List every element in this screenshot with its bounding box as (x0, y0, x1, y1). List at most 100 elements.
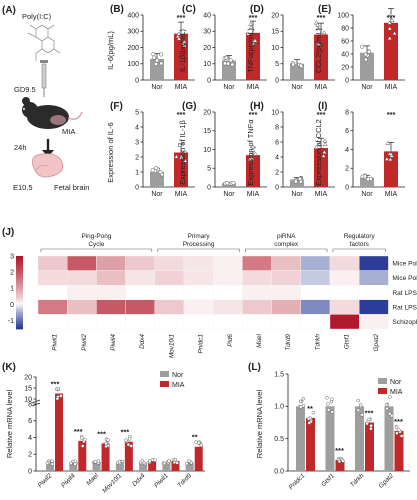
colorbar-segment (16, 307, 23, 310)
heatmap-cell (242, 299, 272, 315)
y-tick-label: 20 (203, 109, 211, 116)
data-point (153, 458, 157, 462)
data-point (167, 459, 171, 463)
data-point (313, 144, 319, 149)
bar-mia (171, 460, 180, 471)
y-tick-label: 0 (345, 184, 349, 191)
panel-b-chart: (B) 0 100 200 300 400 IL-6(pg/mL) Nor MIA *** (106, 4, 195, 91)
bar-nor (296, 406, 305, 471)
bar-mia (365, 422, 374, 471)
data-point (173, 154, 179, 159)
colorbar-segment (16, 294, 23, 298)
y-axis-label: CCL2(pg/mL) (314, 27, 323, 73)
colorbar-segment (16, 258, 23, 262)
group-bracket (245, 248, 328, 252)
x-tick-label: Mov10l1 (101, 472, 123, 494)
data-point (250, 147, 256, 152)
y-tick-label: 0 (135, 77, 139, 84)
x-tick-label: Nor (223, 84, 235, 91)
y-tick-label: 0 (275, 184, 279, 191)
heatmap-cell (359, 270, 389, 286)
data-point (83, 437, 87, 442)
heatmap-cell (96, 285, 126, 301)
x-tick-label: Pnldc1 (288, 472, 307, 491)
data-point (388, 12, 394, 17)
heatmap-cell (154, 270, 185, 286)
data-point (80, 436, 84, 440)
heatmap-cell (300, 255, 331, 271)
bar-nor (46, 462, 54, 471)
heatmap-cell (271, 270, 302, 286)
y-tick-label: 0 (207, 184, 211, 191)
heatmap-cell (125, 285, 155, 301)
x-tick-label: MIA (315, 191, 328, 198)
data-point (291, 62, 296, 67)
data-point (360, 44, 365, 49)
heatmap-cell (66, 255, 97, 271)
data-point (231, 181, 236, 186)
row-label: Mice Poly(I:C) adult (392, 275, 417, 282)
colorbar-segment (16, 319, 23, 323)
bar-mia (384, 22, 398, 80)
y-tick-label: 400 (127, 12, 139, 19)
legend-label: Nor (390, 379, 402, 386)
heatmap-cell (66, 285, 97, 301)
y-tick-label: 3 (135, 139, 139, 146)
legend-swatch-nor (378, 378, 387, 384)
data-point (330, 410, 335, 414)
panel-label: (D) (250, 4, 264, 15)
data-point (245, 31, 251, 36)
group-bracket (157, 248, 240, 252)
y-axis-label: Expression of TNFα (246, 119, 255, 186)
data-point (385, 140, 391, 145)
heatmap-cell (271, 299, 302, 315)
panel-a-illustration: (A) Poly(I:C) GD9.5 MIA 24h E10. (2, 5, 89, 192)
heatmap-cell (183, 285, 214, 301)
y-tick-label: 2 (275, 169, 279, 176)
colorbar-segment (16, 273, 23, 276)
column-label: Gpat2 (373, 334, 380, 352)
y-tick-label: 15 (271, 29, 279, 36)
y-axis-label: Expression of CCL2 (314, 119, 323, 186)
heatmap-cell (96, 299, 126, 315)
legend-label: MIA (172, 382, 185, 389)
y-tick-label: 4 (345, 147, 349, 154)
colorbar-segment (16, 270, 23, 274)
y-tick-label: 20 (24, 374, 32, 381)
colorbar-segment (16, 260, 23, 264)
y-tick-label: 0 (207, 77, 211, 84)
x-tick-label: Nor (291, 191, 303, 198)
data-point (369, 426, 373, 431)
gd-label: GD9.5 (14, 85, 36, 94)
heatmap-cell (329, 314, 360, 330)
colorbar-segment (16, 282, 23, 286)
colorbar-segment (16, 280, 23, 284)
heatmap-cell (212, 314, 243, 330)
heatmap-cell (242, 314, 272, 330)
bar-mia (394, 430, 404, 471)
data-point (59, 394, 63, 398)
heatmap-cell (300, 299, 331, 315)
x-tick-label: MIA (315, 84, 328, 91)
bar-nor (92, 462, 101, 471)
data-point (326, 402, 330, 406)
colorbar-segment (16, 263, 23, 267)
heatmap-cell (96, 255, 126, 271)
data-point (358, 403, 363, 407)
significance-label: *** (177, 13, 186, 22)
y-tick-label: 20 (203, 45, 211, 52)
significance-label: *** (51, 380, 60, 389)
data-point (397, 428, 401, 432)
y-tick-label: 80 (341, 25, 349, 32)
y-tick-label: 6 (345, 128, 349, 135)
y-tick-label: 4 (28, 435, 32, 442)
data-point (159, 52, 164, 57)
data-point (388, 412, 392, 416)
x-tick-label: MIA (385, 191, 398, 198)
y-tick-label: 10 (203, 61, 211, 68)
data-point (365, 421, 369, 426)
colorbar-segment (16, 321, 23, 325)
legend-swatch-nor (160, 371, 169, 377)
data-point (162, 461, 167, 466)
heatmap-cell (125, 270, 155, 286)
